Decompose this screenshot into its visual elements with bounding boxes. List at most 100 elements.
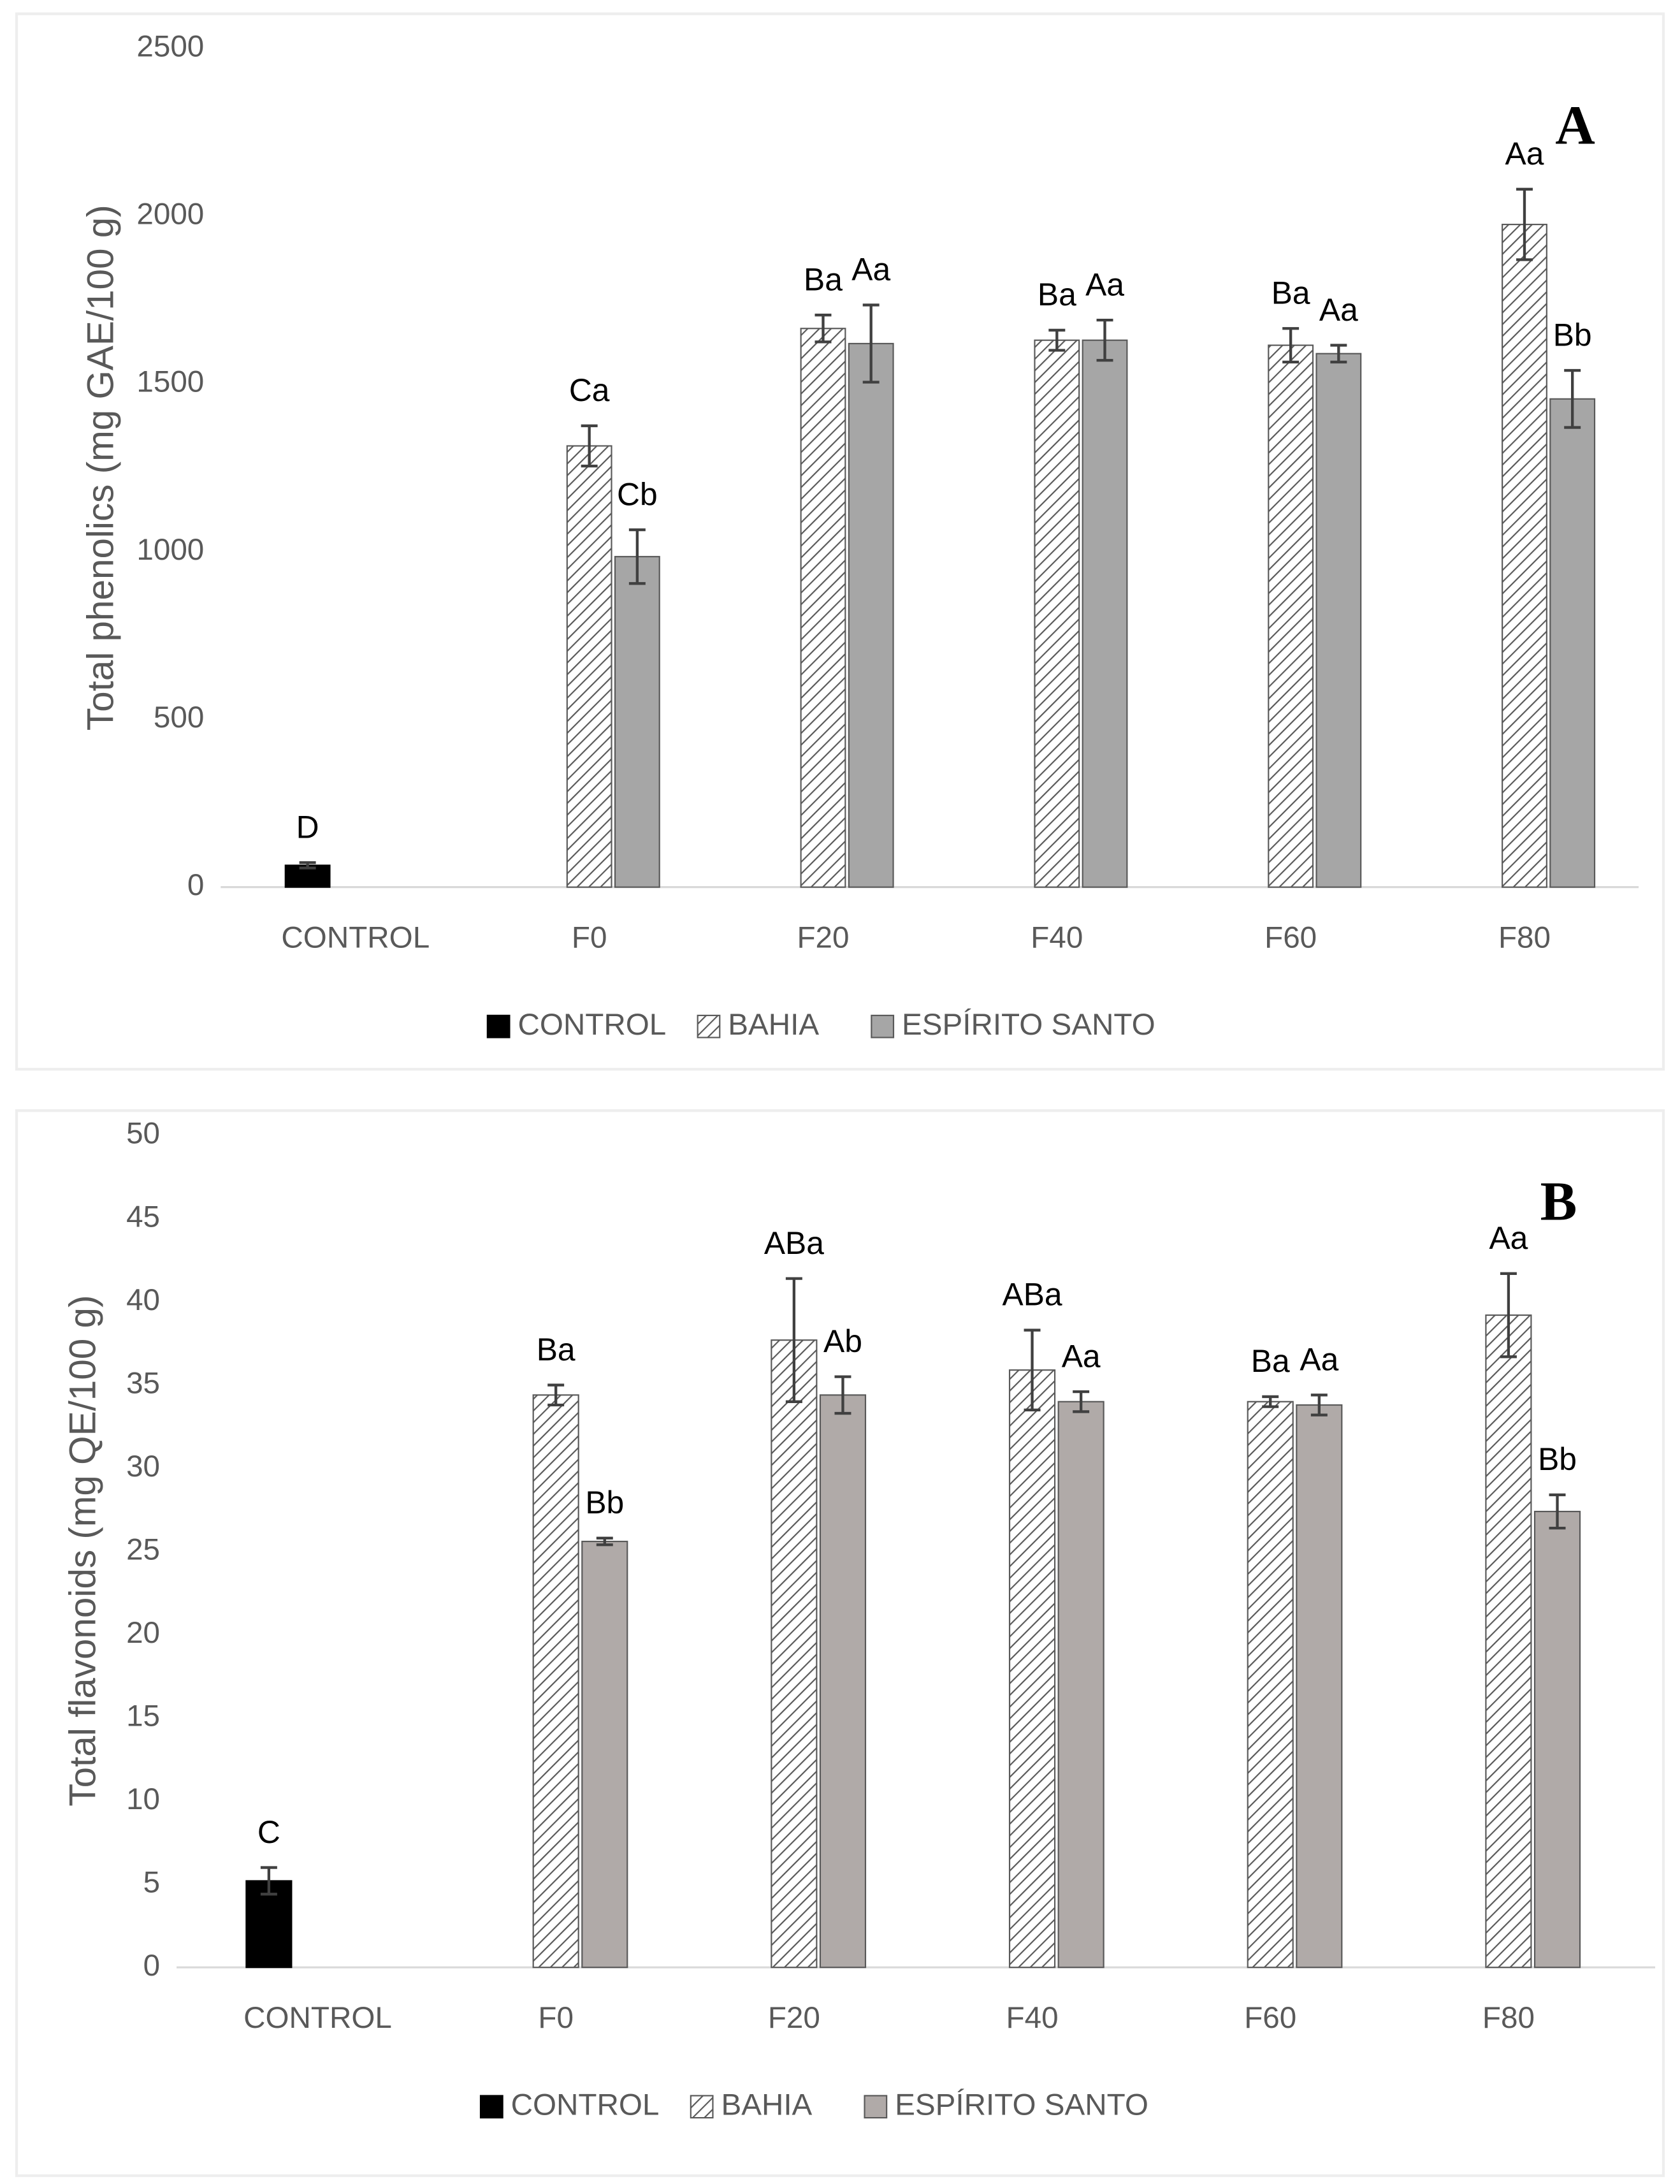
bar-annotation: Aa (1505, 136, 1544, 171)
bar (800, 328, 846, 888)
bar (848, 342, 894, 888)
error-bar (1024, 1329, 1041, 1411)
x-tick-label: F20 (768, 2001, 820, 2035)
bar (1082, 339, 1128, 888)
x-tick-label: CONTROL (281, 921, 430, 954)
error-bar (547, 1383, 565, 1407)
bar (1315, 353, 1362, 888)
bar-annotation: ABa (764, 1225, 824, 1261)
bar-annotation: Bb (1553, 317, 1592, 353)
error-bar (628, 528, 646, 585)
y-axis-label: Total phenolics (mg GAE/100 g) (80, 205, 122, 731)
bar-annotation: Aa (851, 252, 890, 288)
bar (771, 1339, 818, 1969)
x-tick-label: F20 (797, 921, 849, 954)
bar (1549, 398, 1596, 888)
error-bar (299, 861, 316, 870)
y-tick-label: 10 (126, 1782, 160, 1816)
bar (581, 1540, 628, 1969)
error-bar (834, 1375, 851, 1415)
error-bar (260, 1866, 277, 1896)
y-tick-label: 35 (126, 1366, 160, 1400)
legend-swatch (697, 1014, 721, 1038)
bar-annotation: Cb (617, 476, 658, 512)
x-tick-label: CONTROL (243, 2001, 392, 2035)
bar-annotation: Aa (1319, 292, 1358, 328)
error-bar (1330, 344, 1347, 364)
legend-label: CONTROL (511, 2088, 660, 2122)
bar (1034, 339, 1080, 888)
panel-label: A (1555, 94, 1595, 156)
error-bar (1516, 187, 1533, 261)
bar-annotation: Ba (804, 261, 843, 297)
panel-frame (15, 12, 1665, 1071)
bar-annotation: Aa (1300, 1342, 1338, 1378)
bar-annotation: Aa (1085, 266, 1124, 302)
bar-annotation: Ca (569, 372, 610, 408)
bar (1485, 1314, 1532, 1969)
error-bar (1282, 327, 1300, 364)
x-tick-label: F40 (1031, 921, 1083, 954)
y-tick-label: 1000 (136, 533, 204, 567)
bar-annotation: Aa (1489, 1220, 1528, 1256)
x-tick-label: F0 (572, 921, 607, 954)
bar-annotation: ABa (1003, 1277, 1062, 1313)
bar (1008, 1369, 1056, 1969)
error-bar (581, 424, 598, 468)
bar-annotation: Ba (1038, 277, 1076, 312)
bar (1247, 1401, 1294, 1969)
y-tick-label: 0 (187, 868, 204, 902)
legend-label: ESPÍRITO SANTO (895, 2088, 1148, 2122)
x-tick-label: F80 (1498, 921, 1551, 954)
error-bar (1048, 328, 1066, 352)
bar-annotation: Ba (537, 1332, 576, 1367)
legend-label: BAHIA (728, 1008, 819, 1042)
legend-label: CONTROL (518, 1008, 666, 1042)
y-tick-label: 0 (143, 1949, 160, 1983)
x-tick-label: F0 (538, 2001, 574, 2035)
bar-annotation: Ba (1271, 275, 1310, 310)
y-tick-label: 25 (126, 1532, 160, 1566)
bar (1533, 1510, 1581, 1969)
bar-annotation: Aa (1062, 1338, 1101, 1374)
y-tick-label: 5 (143, 1865, 160, 1899)
bar-annotation: Ab (823, 1323, 862, 1359)
x-tick-label: F80 (1482, 2001, 1535, 2035)
bar (566, 445, 612, 888)
error-bar (1500, 1272, 1517, 1358)
error-bar (862, 303, 880, 384)
bar-annotation: C (257, 1814, 280, 1850)
legend-swatch (486, 1014, 511, 1038)
legend-label: BAHIA (721, 2088, 812, 2122)
y-tick-label: 2500 (136, 29, 204, 63)
bar (532, 1394, 579, 1969)
bar (1268, 344, 1314, 888)
error-bar (1564, 368, 1581, 429)
bar-annotation: Bb (585, 1485, 624, 1520)
y-tick-label: 40 (126, 1283, 160, 1317)
panel-label: B (1540, 1171, 1577, 1232)
error-bar (1073, 1390, 1090, 1413)
bar-annotation: Bb (1538, 1441, 1577, 1477)
error-bar (1549, 1493, 1566, 1530)
y-tick-label: 45 (126, 1200, 160, 1234)
bar-annotation: Ba (1251, 1343, 1290, 1379)
x-tick-label: F60 (1244, 2001, 1296, 2035)
legend-swatch (479, 2095, 503, 2119)
x-tick-label: F60 (1264, 921, 1317, 954)
y-tick-label: 1500 (136, 365, 204, 399)
error-bar (1262, 1395, 1279, 1408)
bar (614, 556, 660, 888)
x-tick-label: F40 (1006, 2001, 1059, 2035)
bar-annotation: D (296, 809, 319, 845)
legend-swatch (871, 1014, 895, 1038)
y-axis-label: Total flavonoids (mg QE/100 g) (62, 1295, 104, 1807)
error-bar (815, 314, 832, 344)
y-tick-label: 15 (126, 1699, 160, 1733)
bar (819, 1394, 867, 1969)
y-tick-label: 30 (126, 1450, 160, 1483)
legend-swatch (864, 2095, 888, 2119)
bar (1057, 1401, 1104, 1969)
y-tick-label: 500 (154, 701, 204, 734)
